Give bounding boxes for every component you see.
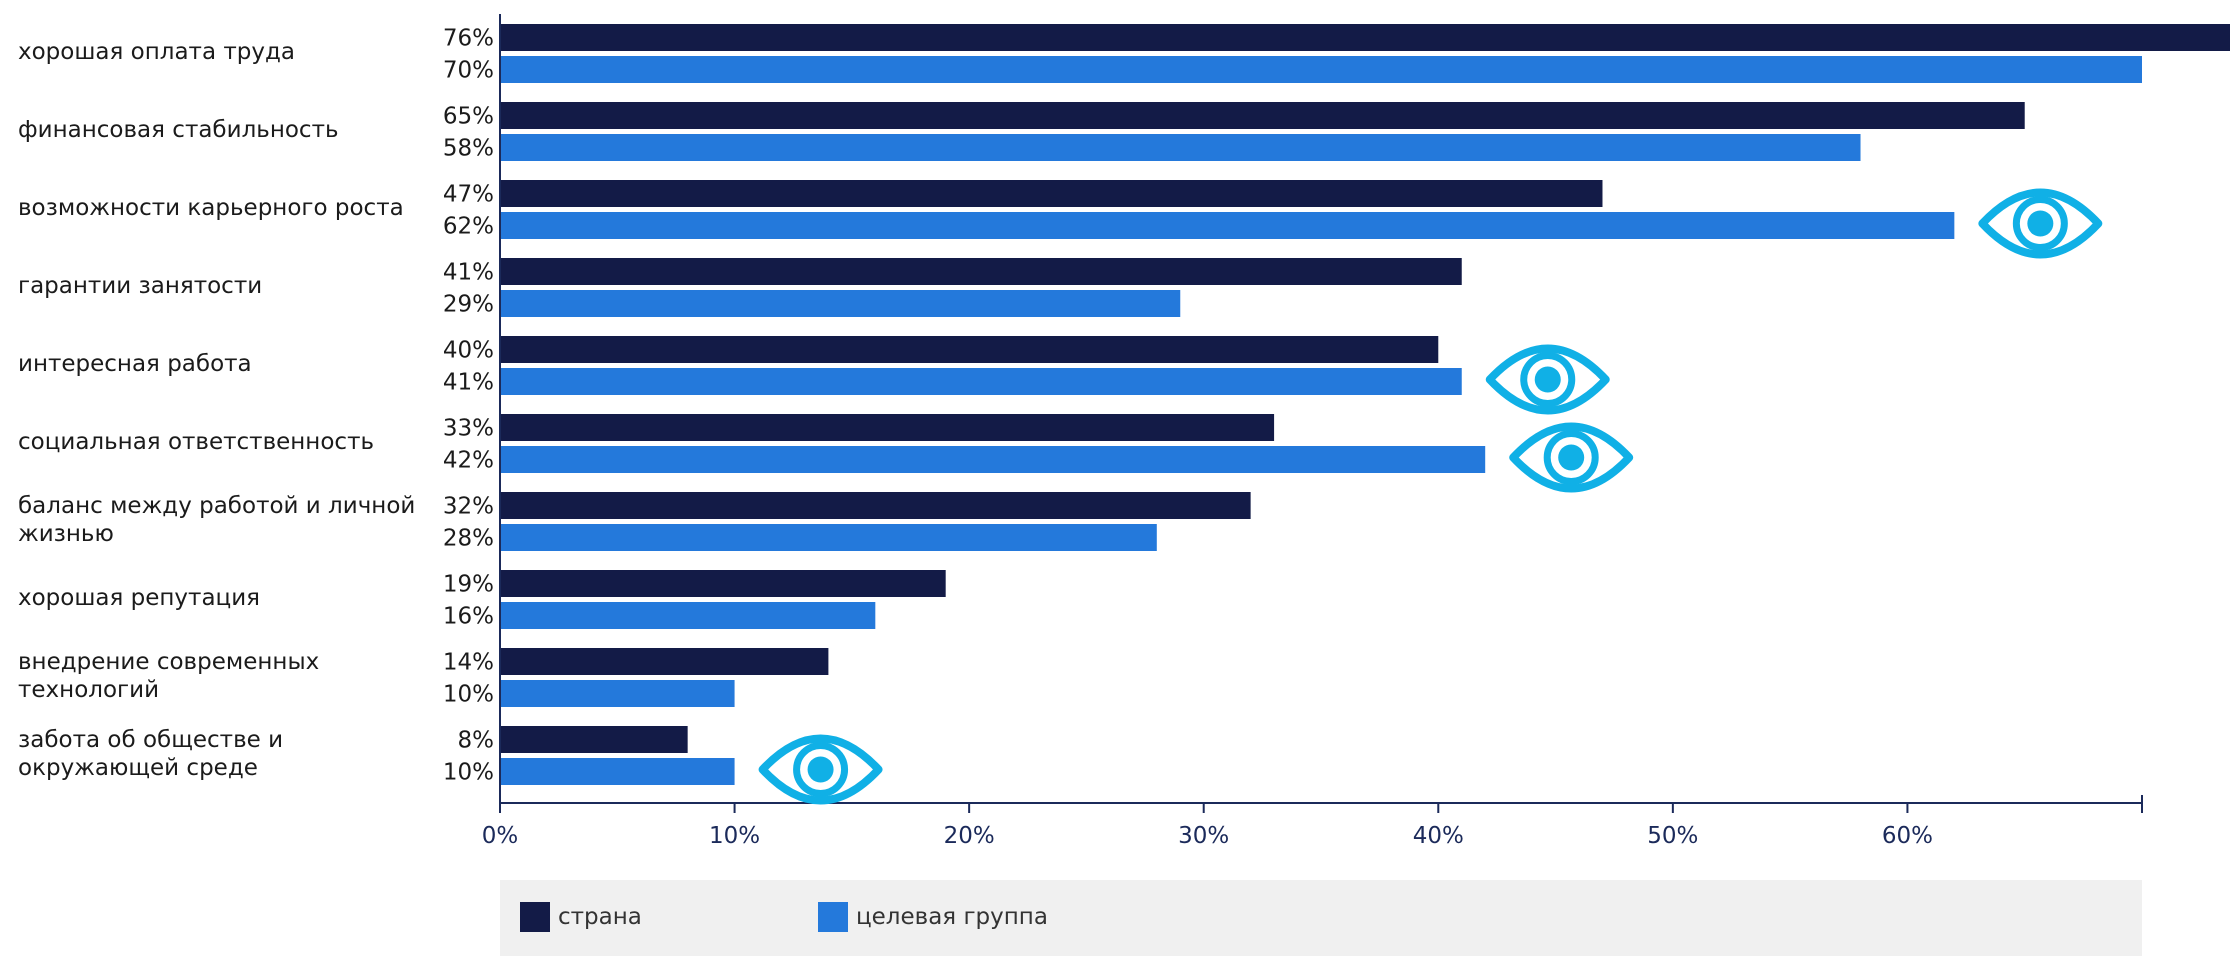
value-label-target-group-8: 10% xyxy=(443,682,494,708)
value-label-target-group-5: 42% xyxy=(443,448,494,474)
bar-country-4 xyxy=(500,336,1439,363)
x-tick-label-1: 10% xyxy=(709,823,760,849)
category-label-4: интересная работа xyxy=(18,350,252,377)
bar-target-group-8 xyxy=(500,680,735,707)
bar-target-group-4 xyxy=(500,368,1462,395)
legend-label-target-group: целевая группа xyxy=(856,904,1048,930)
value-label-target-group-3: 29% xyxy=(443,292,494,318)
category-label-7: хорошая репутация xyxy=(18,584,260,611)
bar-country-3 xyxy=(500,258,1462,285)
x-tick-label-4: 40% xyxy=(1413,823,1464,849)
category-label-2: возможности карьерного роста xyxy=(18,194,404,221)
value-label-country-5: 33% xyxy=(443,416,494,442)
category-label-6: баланс между работой и личной жизнью xyxy=(18,492,416,547)
bar-target-group-9 xyxy=(500,758,735,785)
x-tick-label-6: 60% xyxy=(1882,823,1933,849)
eye-icon xyxy=(1485,344,1610,415)
value-label-target-group-7: 16% xyxy=(443,604,494,630)
category-label-8: внедрение современных технологий xyxy=(18,648,320,703)
x-tick-label-3: 30% xyxy=(1178,823,1229,849)
value-label-country-2: 47% xyxy=(443,182,494,208)
legend-item-country: страна xyxy=(520,902,642,932)
x-tick-label-0: 0% xyxy=(482,823,519,849)
value-label-target-group-0: 70% xyxy=(443,58,494,84)
category-label-9: забота об обществе и окружающей среде xyxy=(18,726,284,781)
x-tick-label-5: 50% xyxy=(1647,823,1698,849)
category-label-3: гарантии занятости xyxy=(18,272,263,299)
value-label-country-9: 8% xyxy=(458,728,495,754)
value-label-country-1: 65% xyxy=(443,104,494,130)
value-label-country-8: 14% xyxy=(443,650,494,676)
bar-target-group-6 xyxy=(500,524,1157,551)
value-label-country-4: 40% xyxy=(443,338,494,364)
bar-country-2 xyxy=(500,180,1603,207)
bar-country-9 xyxy=(500,726,688,753)
bar-target-group-3 xyxy=(500,290,1181,317)
legend-swatch-country xyxy=(520,902,550,932)
value-label-country-6: 32% xyxy=(443,494,494,520)
bar-country-1 xyxy=(500,102,2025,129)
bar-country-6 xyxy=(500,492,1251,519)
value-label-target-group-1: 58% xyxy=(443,136,494,162)
bar-country-0 xyxy=(500,24,2230,51)
category-label-1: финансовая стабильность xyxy=(18,116,339,143)
legend-label-country: страна xyxy=(558,904,642,930)
legend-swatch-target-group xyxy=(818,902,848,932)
legend: страна целевая группа xyxy=(500,880,2142,956)
bar-target-group-0 xyxy=(500,56,2142,83)
category-label-0: хорошая оплата труда xyxy=(18,38,295,65)
bar-target-group-2 xyxy=(500,212,1955,239)
eye-icon xyxy=(1509,422,1634,493)
bar-target-group-5 xyxy=(500,446,1486,473)
x-tick-label-2: 20% xyxy=(944,823,995,849)
eye-icon xyxy=(1978,188,2103,259)
value-label-target-group-9: 10% xyxy=(443,760,494,786)
legend-item-target-group: целевая группа xyxy=(818,902,1048,932)
category-label-5: социальная ответственность xyxy=(18,428,375,455)
bar-target-group-1 xyxy=(500,134,1861,161)
bar-country-7 xyxy=(500,570,946,597)
bar-target-group-7 xyxy=(500,602,876,629)
value-label-country-3: 41% xyxy=(443,260,494,286)
bar-country-8 xyxy=(500,648,829,675)
eye-icon xyxy=(758,734,883,805)
value-label-country-7: 19% xyxy=(443,572,494,598)
value-label-target-group-4: 41% xyxy=(443,370,494,396)
bar-country-5 xyxy=(500,414,1275,441)
value-label-country-0: 76% xyxy=(443,26,494,52)
value-label-target-group-2: 62% xyxy=(443,214,494,240)
value-label-target-group-6: 28% xyxy=(443,526,494,552)
